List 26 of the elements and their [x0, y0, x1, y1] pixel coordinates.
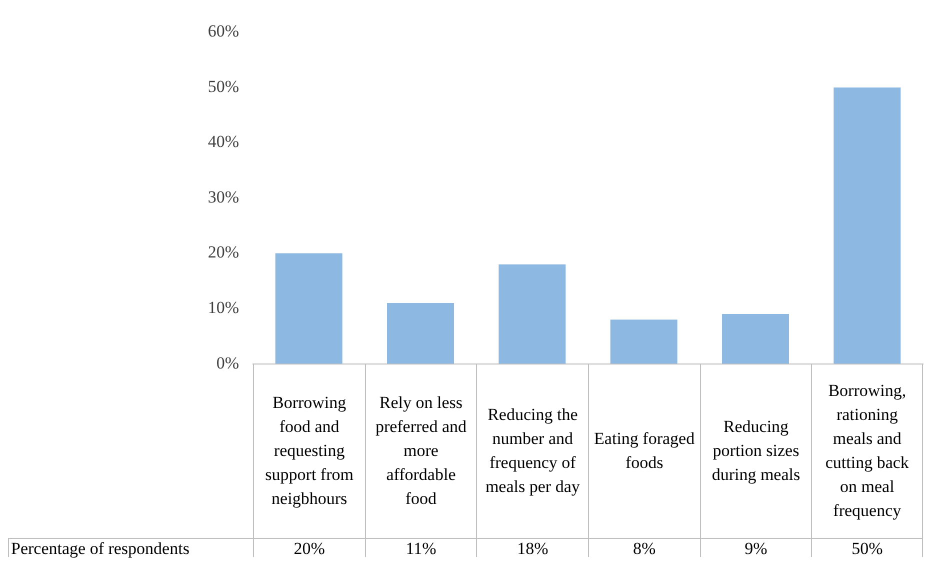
x-tick-label: Borrowing food and requesting support from neigbhours — [264, 392, 354, 510]
bar — [610, 320, 678, 364]
data-label: 50% — [811, 538, 923, 558]
x-tick-label: Rely on less preferred and more affordable food — [374, 392, 468, 510]
data-label: 11% — [364, 538, 476, 558]
bar — [498, 264, 566, 364]
data-label: 20% — [253, 538, 365, 558]
x-tick-label: Borrowing, rationing meals and cutting back on meal frequency — [824, 380, 910, 522]
x-tick-label: Reducing the number and frequency of meals per day — [484, 404, 581, 498]
bar — [834, 87, 901, 364]
text: Percentage of respondents — [11, 538, 190, 558]
data-label: 18% — [476, 538, 588, 558]
data-label: 8% — [588, 538, 700, 558]
x-tick-label: Eating foraged foods — [593, 428, 696, 474]
y-tick-label: 50% — [208, 76, 239, 96]
data-label: 9% — [700, 538, 812, 558]
y-tick-label: 20% — [208, 242, 239, 262]
y-tick-label: 0% — [216, 353, 239, 372]
bar — [722, 314, 789, 364]
bar — [387, 303, 454, 364]
y-tick-label: 40% — [208, 132, 239, 152]
bar — [275, 253, 342, 364]
y-tick-label: 60% — [208, 22, 239, 41]
y-tick-label: 10% — [208, 298, 239, 317]
x-tick-label: Reducing portion sizes during meals — [710, 416, 802, 486]
y-tick-label: 30% — [208, 187, 239, 206]
